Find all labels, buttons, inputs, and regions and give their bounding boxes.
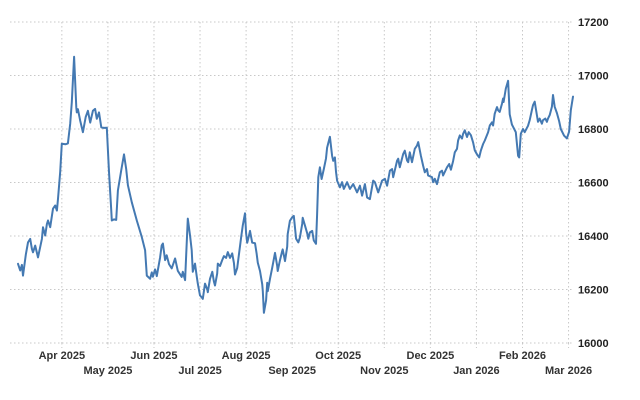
y-axis-label: 16800 <box>578 124 609 136</box>
y-axis-labels: 17200 17000 16800 16600 16400 16200 16000 <box>578 17 609 350</box>
plot-surface[interactable] <box>18 22 573 343</box>
y-axis-label: 17200 <box>578 17 609 29</box>
gridlines <box>10 21 573 348</box>
price-line <box>17 55 574 314</box>
x-axis-label: Nov 2025 <box>360 365 408 377</box>
x-axis-label: Jan 2026 <box>453 365 499 377</box>
x-axis-label: Jul 2025 <box>178 365 221 377</box>
x-axis-label: Mar 2026 <box>545 365 592 377</box>
y-axis-label: 16000 <box>578 338 609 350</box>
x-axis-label: Sep 2025 <box>268 365 316 377</box>
x-axis-label: Oct 2025 <box>315 350 361 362</box>
y-axis-label: 17000 <box>578 71 609 83</box>
x-axis-label: Jun 2025 <box>130 350 177 362</box>
price-series <box>17 55 574 314</box>
x-axis-label: Feb 2026 <box>499 350 546 362</box>
x-axis-label: Dec 2025 <box>407 350 455 362</box>
x-axis-label: May 2025 <box>83 365 132 377</box>
y-axis-label: 16400 <box>578 231 609 243</box>
y-axis-label: 16200 <box>578 285 609 297</box>
y-axis-label: 16600 <box>578 178 609 190</box>
x-axis-label: Aug 2025 <box>222 350 271 362</box>
x-axis-label: Apr 2025 <box>39 350 85 362</box>
